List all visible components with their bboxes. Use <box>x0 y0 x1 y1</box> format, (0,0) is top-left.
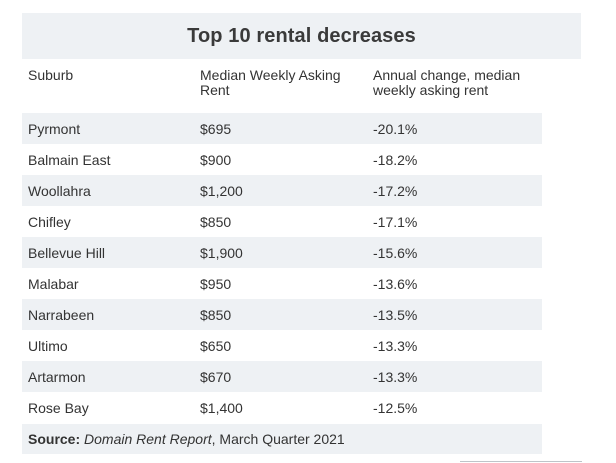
cell-change: -13.5% <box>373 307 418 323</box>
header-median-rent: Median Weekly Asking Rent <box>200 67 341 98</box>
title-bar: Top 10 rental decreases <box>22 13 581 59</box>
cell-change: -13.3% <box>373 369 418 385</box>
table-row: Malabar $950 -13.6% <box>22 268 542 299</box>
cell-suburb: Ultimo <box>28 338 68 354</box>
cell-suburb: Narrabeen <box>28 307 95 323</box>
table-row: Balmain East $900 -18.2% <box>22 144 542 175</box>
cell-rent: $1,900 <box>200 245 243 261</box>
cell-rent: $850 <box>200 307 232 323</box>
cell-change: -13.3% <box>373 338 418 354</box>
cell-suburb: Bellevue Hill <box>28 245 106 261</box>
cell-change: -15.6% <box>373 245 418 261</box>
cell-rent: $695 <box>200 121 232 137</box>
cell-rent: $1,200 <box>200 183 243 199</box>
cell-suburb: Rose Bay <box>28 400 89 416</box>
table-title: Top 10 rental decreases <box>187 24 416 47</box>
table-row: Narrabeen $850 -13.5% <box>22 299 542 330</box>
cell-change: -17.1% <box>373 214 418 230</box>
table-row: Artarmon $670 -13.3% <box>22 361 542 392</box>
source-label: Source: <box>28 431 81 447</box>
table-row: Ultimo $650 -13.3% <box>22 330 542 361</box>
table-row: Rose Bay $1,400 -12.5% <box>22 392 542 423</box>
table-header: Suburb Median Weekly Asking Rent Annual … <box>22 66 582 106</box>
table-row: Chifley $850 -17.1% <box>22 206 542 237</box>
header-annual-change: Annual change, median weekly asking rent <box>373 67 521 98</box>
divider <box>460 461 582 462</box>
table-row: Bellevue Hill $1,900 -15.6% <box>22 237 542 268</box>
cell-rent: $1,400 <box>200 400 243 416</box>
header-suburb: Suburb <box>28 67 74 83</box>
cell-suburb: Malabar <box>28 276 79 292</box>
cell-rent: $850 <box>200 214 232 230</box>
cell-rent: $950 <box>200 276 232 292</box>
cell-change: -18.2% <box>373 152 418 168</box>
cell-change: -12.5% <box>373 400 418 416</box>
table-row: Pyrmont $695 -20.1% <box>22 113 542 144</box>
cell-rent: $900 <box>200 152 232 168</box>
table-row: Woollahra $1,200 -17.2% <box>22 175 542 206</box>
source-publication: Domain Rent Report <box>84 431 212 447</box>
cell-suburb: Woollahra <box>28 183 91 199</box>
cell-suburb: Artarmon <box>28 369 86 385</box>
cell-change: -13.6% <box>373 276 418 292</box>
cell-suburb: Pyrmont <box>28 121 81 137</box>
source-note: Source: Domain Rent Report, March Quarte… <box>28 431 345 447</box>
cell-change: -20.1% <box>373 121 418 137</box>
source-bar: Source: Domain Rent Report, March Quarte… <box>22 424 542 454</box>
cell-rent: $670 <box>200 369 232 385</box>
table-body: Pyrmont $695 -20.1% Balmain East $900 -18.2% W… <box>22 113 542 423</box>
cell-rent: $650 <box>200 338 232 354</box>
cell-change: -17.2% <box>373 183 418 199</box>
cell-suburb: Balmain East <box>28 152 111 168</box>
source-period: , March Quarter 2021 <box>211 431 345 447</box>
cell-suburb: Chifley <box>28 214 71 230</box>
